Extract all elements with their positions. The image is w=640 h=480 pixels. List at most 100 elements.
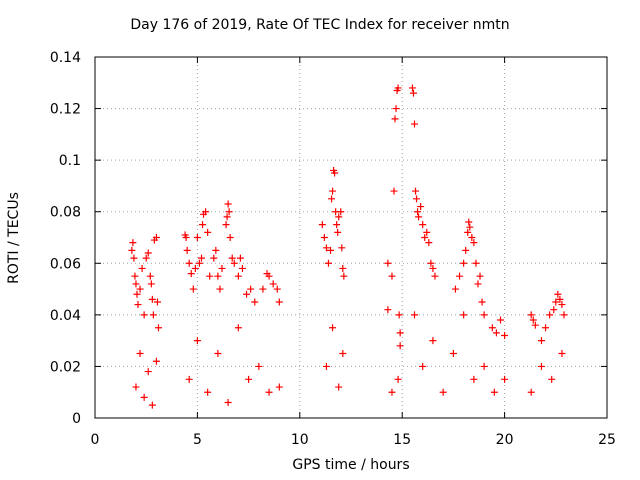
- data-point: [408, 84, 416, 92]
- data-point: [275, 298, 283, 306]
- y-tick-label: 0.04: [50, 308, 81, 324]
- data-point: [340, 272, 348, 280]
- data-point: [144, 249, 152, 257]
- data-point: [214, 350, 222, 358]
- data-point: [425, 239, 433, 247]
- data-point: [334, 228, 342, 236]
- data-point: [193, 234, 201, 241]
- data-point: [140, 311, 148, 319]
- data-point: [476, 272, 484, 280]
- data-point: [324, 259, 332, 267]
- data-point: [478, 298, 486, 306]
- data-point: [429, 337, 437, 345]
- data-point: [556, 295, 564, 303]
- data-point: [128, 246, 136, 254]
- data-point: [410, 311, 418, 319]
- data-point: [238, 264, 246, 272]
- data-point: [149, 311, 157, 319]
- data-point: [328, 195, 336, 203]
- data-point: [460, 259, 468, 267]
- data-point: [488, 324, 496, 332]
- y-tick-label: 0.14: [50, 50, 81, 66]
- data-point: [417, 203, 425, 211]
- data-point: [322, 244, 330, 252]
- data-point: [335, 383, 343, 391]
- data-point: [537, 337, 545, 345]
- data-point: [490, 388, 498, 396]
- data-point: [327, 246, 335, 254]
- data-point: [214, 272, 222, 280]
- chart-title: Day 176 of 2019, Rate Of TEC Index for r…: [130, 17, 510, 33]
- data-point: [185, 375, 193, 383]
- data-point: [392, 105, 400, 113]
- data-point: [391, 115, 399, 123]
- data-point: [421, 234, 429, 241]
- data-point: [462, 246, 470, 254]
- data-point: [550, 306, 558, 314]
- data-point: [501, 375, 509, 383]
- y-tick-label: 0.12: [50, 102, 81, 118]
- data-point: [497, 316, 505, 324]
- data-point: [322, 362, 330, 370]
- data-point: [395, 311, 403, 319]
- data-point: [384, 259, 392, 267]
- data-point: [542, 324, 550, 332]
- data-point: [548, 375, 556, 383]
- data-point: [396, 329, 404, 337]
- data-point: [132, 383, 140, 391]
- data-point: [414, 208, 422, 216]
- data-point: [144, 368, 152, 376]
- data-point: [492, 329, 500, 337]
- data-point: [275, 383, 283, 391]
- data-point: [552, 298, 560, 306]
- data-point: [333, 221, 341, 229]
- data-point: [204, 388, 212, 396]
- data-point: [236, 254, 244, 262]
- data-point: [388, 272, 396, 280]
- data-point: [531, 321, 539, 329]
- data-point: [470, 375, 478, 383]
- data-point: [338, 244, 346, 252]
- data-point: [255, 362, 263, 370]
- data-point: [449, 350, 457, 358]
- x-tick-label: 5: [193, 432, 202, 448]
- data-point: [560, 311, 568, 319]
- data-point: [318, 221, 326, 229]
- data-point: [451, 285, 459, 293]
- data-point: [202, 208, 210, 216]
- data-point: [154, 324, 162, 332]
- data-point: [265, 388, 273, 396]
- data-point: [230, 259, 238, 267]
- data-point: [193, 337, 201, 345]
- data-point: [460, 311, 468, 319]
- data-point: [273, 285, 281, 293]
- data-point: [394, 84, 402, 92]
- data-point: [468, 234, 476, 241]
- data-point: [136, 350, 144, 358]
- data-point: [472, 259, 480, 267]
- data-point: [228, 254, 236, 262]
- plot-frame: [94, 56, 608, 419]
- data-point: [206, 272, 214, 280]
- data-point: [197, 254, 205, 262]
- data-point: [146, 272, 154, 280]
- data-point: [320, 234, 328, 241]
- data-point: [152, 357, 160, 365]
- data-point: [216, 285, 224, 293]
- data-point: [132, 280, 140, 288]
- data-point: [234, 324, 242, 332]
- data-point: [243, 290, 251, 298]
- data-point: [527, 311, 535, 319]
- data-point: [199, 221, 207, 229]
- data-point: [394, 375, 402, 383]
- data-point: [245, 375, 253, 383]
- data-point: [419, 362, 427, 370]
- data-point: [136, 285, 144, 293]
- data-point: [480, 311, 488, 319]
- data-point: [142, 254, 150, 262]
- data-point: [558, 350, 566, 358]
- data-point: [329, 324, 337, 332]
- data-point: [413, 195, 421, 203]
- data-point: [390, 187, 398, 195]
